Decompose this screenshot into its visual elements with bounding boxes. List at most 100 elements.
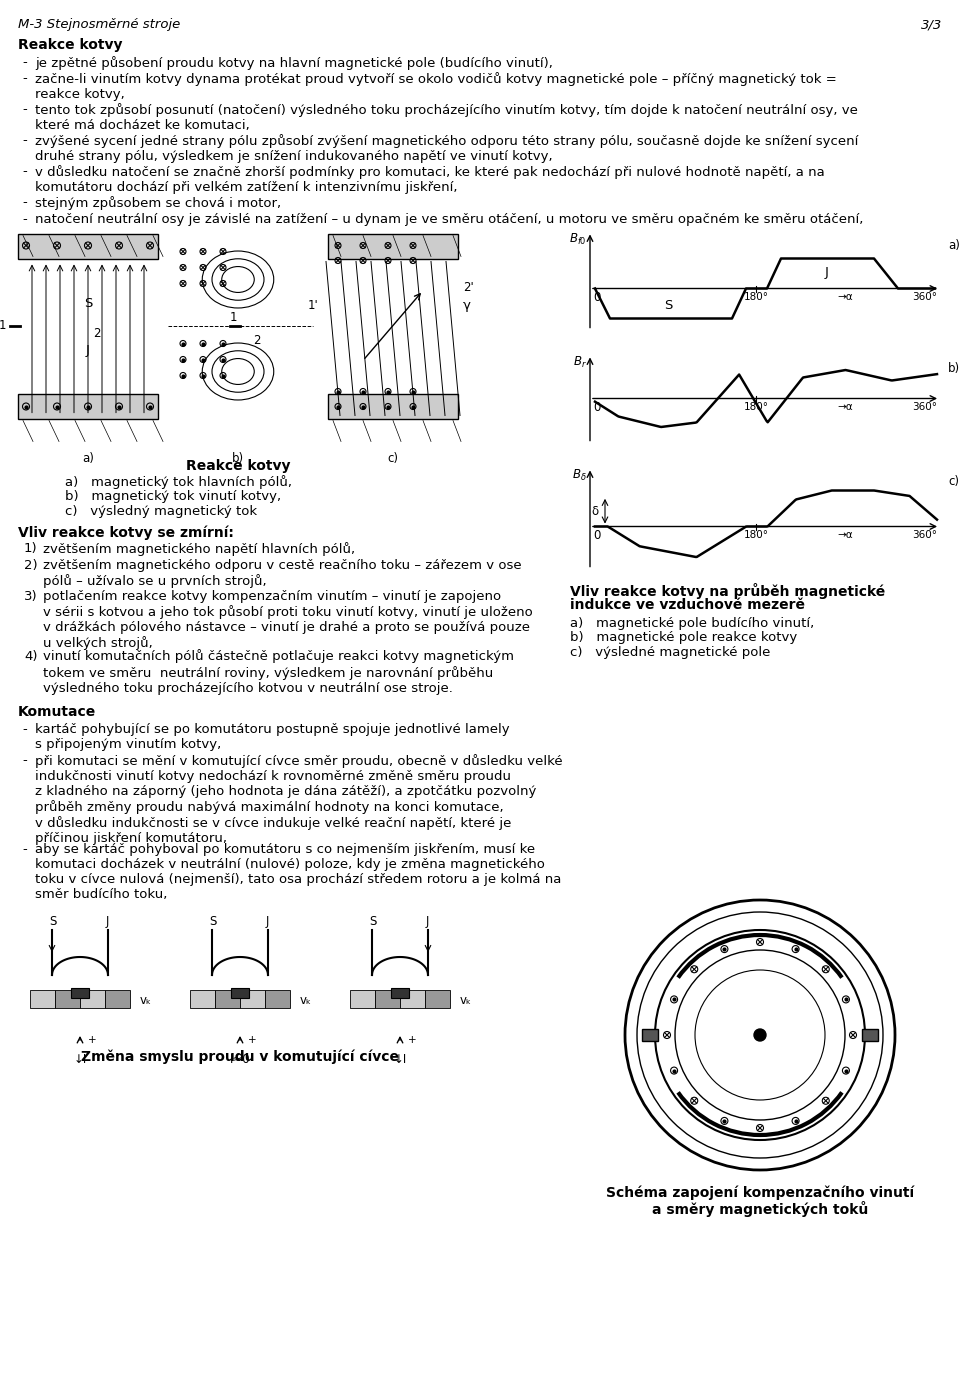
Text: -: - xyxy=(22,165,27,179)
Bar xyxy=(400,990,425,1008)
Bar xyxy=(105,990,130,1008)
Text: S: S xyxy=(209,915,216,929)
Text: -: - xyxy=(22,72,27,86)
Text: a)   magnetický tok hlavních pólů,: a) magnetický tok hlavních pólů, xyxy=(65,476,292,490)
Text: I≈0: I≈0 xyxy=(229,1053,251,1066)
Text: 360°: 360° xyxy=(912,401,937,411)
Text: 2): 2) xyxy=(24,558,37,572)
Text: S: S xyxy=(49,915,57,929)
Text: a)   magnetické pole budícího vinutí,: a) magnetické pole budícího vinutí, xyxy=(570,616,814,630)
Text: →α: →α xyxy=(837,529,852,540)
Text: 0: 0 xyxy=(593,529,600,541)
Text: a): a) xyxy=(948,239,960,251)
Text: b): b) xyxy=(232,451,244,465)
Text: +: + xyxy=(248,1035,256,1045)
Text: S: S xyxy=(84,297,92,310)
Text: +: + xyxy=(88,1035,97,1045)
Text: J: J xyxy=(266,915,269,929)
Text: $B_r$: $B_r$ xyxy=(573,354,587,369)
Text: 2: 2 xyxy=(93,328,101,340)
Text: -: - xyxy=(22,723,27,736)
Text: J: J xyxy=(426,915,429,929)
Bar xyxy=(375,990,400,1008)
Text: 0: 0 xyxy=(593,290,600,304)
Text: -: - xyxy=(22,754,27,768)
Text: ↓I: ↓I xyxy=(73,1053,86,1066)
Text: Reakce kotvy: Reakce kotvy xyxy=(18,37,123,51)
Text: potlačením reakce kotvy kompenzačním vinutím – vinutí je zapojeno
v sérii s kotv: potlačením reakce kotvy kompenzačním vin… xyxy=(43,590,533,650)
Text: c): c) xyxy=(948,475,959,487)
Text: 3/3: 3/3 xyxy=(921,18,942,31)
Bar xyxy=(190,990,215,1008)
Text: Změna smyslu proudu v komutující cívce: Změna smyslu proudu v komutující cívce xyxy=(81,1049,399,1065)
Text: 2: 2 xyxy=(253,335,260,347)
Text: vₖ: vₖ xyxy=(460,994,472,1006)
Text: $B_{\delta}$: $B_{\delta}$ xyxy=(572,468,587,483)
Text: 360°: 360° xyxy=(912,529,937,540)
Text: začne-li vinutím kotvy dynama protékat proud vytvoří se okolo vodičů kotvy magne: začne-li vinutím kotvy dynama protékat p… xyxy=(35,72,837,101)
Text: při komutaci se mění v komutující cívce směr proudu, obecně v důsledku velké
ind: při komutaci se mění v komutující cívce … xyxy=(35,754,563,845)
Bar xyxy=(215,990,240,1008)
Bar xyxy=(30,990,55,1008)
Text: 360°: 360° xyxy=(912,291,937,301)
Bar xyxy=(80,990,105,1008)
Text: je zpětné působení proudu kotvy na hlavní magnetické pole (budícího vinutí),: je zpětné působení proudu kotvy na hlavn… xyxy=(35,56,553,69)
Text: -: - xyxy=(22,56,27,69)
Bar xyxy=(425,990,450,1008)
Text: a směry magnetických toků: a směry magnetických toků xyxy=(652,1201,868,1217)
Bar xyxy=(642,1029,658,1041)
Text: 1): 1) xyxy=(24,541,37,555)
Text: J: J xyxy=(825,265,828,279)
Text: 1': 1' xyxy=(307,298,318,312)
Text: 3): 3) xyxy=(24,590,37,602)
Text: 4): 4) xyxy=(24,650,37,662)
Text: 180°: 180° xyxy=(743,529,769,540)
Text: J: J xyxy=(86,344,90,357)
Text: 1: 1 xyxy=(0,319,6,332)
Text: -: - xyxy=(22,212,27,226)
Bar xyxy=(862,1029,878,1041)
Text: aby se kartáč pohyboval po komutátoru s co nejmenším jiskřením, musí ke
komutaci: aby se kartáč pohyboval po komutátoru s … xyxy=(35,843,562,901)
Text: γ: γ xyxy=(463,298,471,312)
Text: b)   magnetický tok vinutí kotvy,: b) magnetický tok vinutí kotvy, xyxy=(65,490,281,502)
Text: vₖ: vₖ xyxy=(140,994,152,1006)
Text: J: J xyxy=(106,915,109,929)
Text: $B_{f0}$: $B_{f0}$ xyxy=(569,232,587,247)
Text: 0: 0 xyxy=(593,401,600,414)
Text: M-3 Stejnosměrné stroje: M-3 Stejnosměrné stroje xyxy=(18,18,180,31)
Text: Komutace: Komutace xyxy=(18,705,96,719)
Bar xyxy=(240,990,265,1008)
Text: Vliv reakce kotvy se zmírní:: Vliv reakce kotvy se zmírní: xyxy=(18,525,234,540)
Text: -: - xyxy=(22,104,27,117)
Text: c)   výsledný magnetický tok: c) výsledný magnetický tok xyxy=(65,504,257,518)
Text: →α: →α xyxy=(837,291,852,301)
Text: Reakce kotvy: Reakce kotvy xyxy=(185,458,290,472)
Bar xyxy=(265,990,290,1008)
Text: tento tok způsobí posunutí (natočení) výsledného toku procházejícího vinutím kot: tento tok způsobí posunutí (natočení) vý… xyxy=(35,104,858,132)
Text: zvětšením magnetického napětí hlavních pólů,: zvětšením magnetického napětí hlavních p… xyxy=(43,541,355,557)
Text: zvýšené sycení jedné strany pólu způsobí zvýšení magnetického odporu této strany: zvýšené sycení jedné strany pólu způsobí… xyxy=(35,135,858,164)
Text: +: + xyxy=(408,1035,417,1045)
Text: vinutí komutačních pólů částečně potlačuje reakci kotvy magnetickým
tokem ve smě: vinutí komutačních pólů částečně potlaču… xyxy=(43,650,514,694)
Text: -: - xyxy=(22,135,27,147)
Text: S: S xyxy=(369,915,376,929)
Bar xyxy=(71,988,89,998)
Text: 180°: 180° xyxy=(743,291,769,301)
Text: stejným způsobem se chová i motor,: stejným způsobem se chová i motor, xyxy=(35,197,281,211)
Text: 2': 2' xyxy=(463,280,473,294)
Bar xyxy=(391,988,409,998)
Text: indukce ve vzduchové mezerě: indukce ve vzduchové mezerě xyxy=(570,597,805,612)
Bar xyxy=(55,990,80,1008)
Text: ↓I: ↓I xyxy=(394,1053,407,1066)
Text: b): b) xyxy=(948,361,960,375)
Bar xyxy=(328,233,458,258)
Text: v důsledku natočení se značně zhorší podmínky pro komutaci, ke které pak nedochá: v důsledku natočení se značně zhorší pod… xyxy=(35,165,825,194)
Bar xyxy=(328,394,458,419)
Bar xyxy=(350,990,375,1008)
Text: vₖ: vₖ xyxy=(300,994,312,1006)
Text: 1: 1 xyxy=(229,311,237,323)
Bar xyxy=(18,394,158,419)
Text: b)   magnetické pole reakce kotvy: b) magnetické pole reakce kotvy xyxy=(570,632,797,644)
Text: →α: →α xyxy=(837,401,852,411)
Text: zvětšením magnetického odporu v cestě reačního toku – zářezem v ose
pólů – užíva: zvětšením magnetického odporu v cestě re… xyxy=(43,558,521,587)
